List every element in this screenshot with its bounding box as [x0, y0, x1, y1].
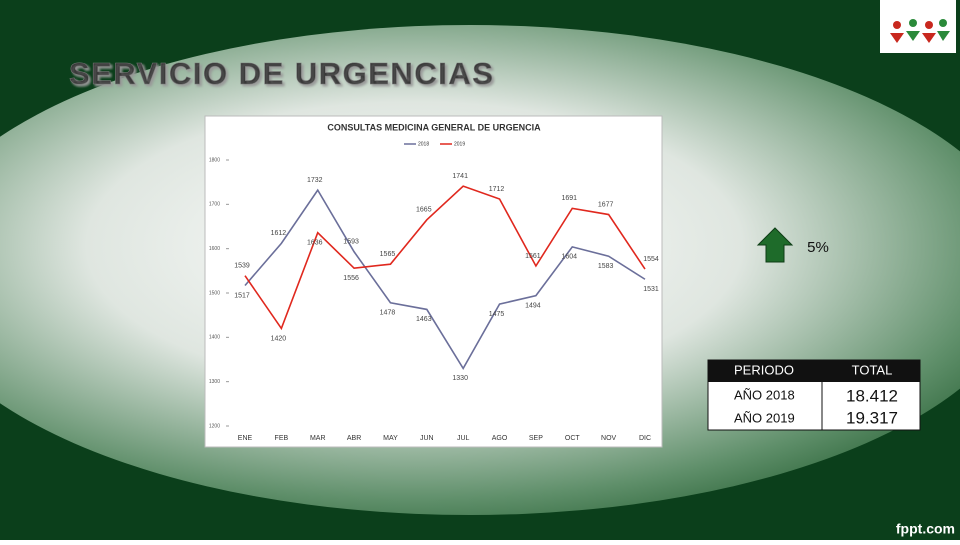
x-tick-label: JUN	[420, 435, 434, 442]
up-arrow	[756, 227, 794, 263]
x-tick-label: JUL	[457, 435, 470, 442]
x-tick-label: AGO	[492, 435, 508, 442]
y-tick-label: 1800	[209, 157, 220, 163]
data-label: 1420	[271, 335, 287, 342]
table-header-cell: TOTAL	[852, 362, 893, 377]
data-label: 1604	[561, 254, 577, 261]
y-tick-label: 1700	[209, 202, 220, 208]
x-tick-label: SEP	[529, 435, 543, 442]
x-tick-label: MAY	[383, 435, 398, 442]
legend-label: 2019	[454, 141, 465, 147]
x-tick-label: FEB	[275, 435, 289, 442]
data-label: 1593	[343, 239, 359, 246]
data-label: 1583	[598, 263, 614, 270]
logo-figures	[890, 19, 950, 43]
x-tick-label: OCT	[565, 435, 581, 442]
table-cell: AÑO 2019	[734, 410, 795, 425]
data-label: 1539	[234, 263, 250, 270]
slide-title: SERVICIO DE URGENCIAS	[69, 56, 494, 91]
data-label: 1636	[307, 240, 323, 247]
data-label: 1531	[643, 286, 659, 293]
chart-title: CONSULTAS MEDICINA GENERAL DE URGENCIA	[327, 122, 541, 132]
x-tick-label: NOV	[601, 435, 617, 442]
data-label: 1612	[271, 230, 287, 237]
plot: 1200 1300 1400 1500 1600 1700 1800 ENE FEB MAR ABR…	[209, 141, 659, 442]
y-tick-label: 1300	[209, 379, 220, 385]
chart-area	[204, 115, 663, 448]
data-label: 1475	[489, 311, 505, 318]
y-tick-label: 1400	[209, 335, 220, 341]
data-label: 1561	[525, 253, 541, 260]
summary-table: PERIODO TOTAL AÑO 2018 18.412 AÑO 2019 1…	[707, 359, 921, 431]
y-tick-label: 1200	[209, 423, 220, 429]
data-label: 1478	[380, 310, 396, 317]
data-label: 1517	[234, 292, 250, 299]
data-label: 1554	[643, 256, 659, 263]
series-line	[244, 185, 646, 331]
data-label: 1677	[598, 201, 614, 208]
data-label: 1463	[416, 316, 432, 323]
data-label: 1494	[525, 303, 541, 310]
data-label: 1330	[452, 375, 468, 382]
y-tick-label: 1500	[209, 290, 220, 296]
table-cell: AÑO 2018	[734, 387, 795, 402]
x-tick-label: DIC	[639, 435, 651, 442]
data-label: 1665	[416, 207, 432, 214]
change-label: 5%	[807, 239, 829, 256]
table-cell: 18.412	[846, 386, 898, 405]
x-tick-label: ENE	[238, 435, 253, 442]
table-header-cell: PERIODO	[734, 362, 794, 377]
footer: fppt.com	[896, 521, 955, 537]
data-label: 1691	[561, 195, 577, 202]
y-tick-label: 1600	[209, 246, 220, 252]
data-label: 1732	[307, 177, 323, 184]
data-label: 1556	[343, 275, 359, 282]
series-line	[244, 188, 646, 370]
table-header	[708, 360, 920, 382]
data-label: 1741	[452, 173, 468, 180]
data-label: 1565	[380, 251, 396, 258]
legend-label: 2018	[418, 141, 429, 147]
x-tick-label: ABR	[347, 435, 361, 442]
x-tick-label: MAR	[310, 435, 326, 442]
data-label: 1712	[489, 186, 505, 193]
table-cell: 19.317	[846, 408, 898, 427]
